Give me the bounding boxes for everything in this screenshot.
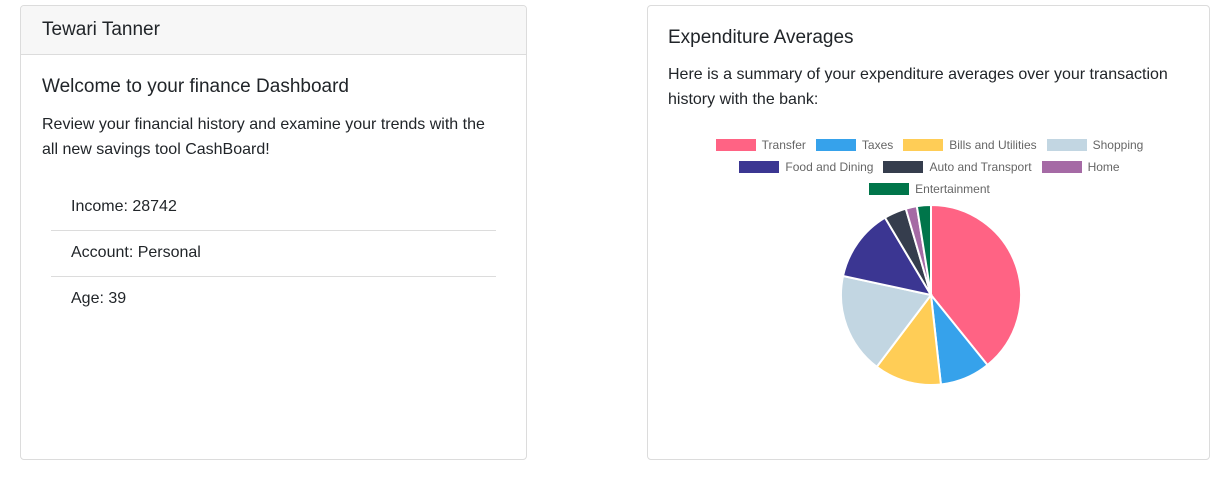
legend-item-transfer[interactable]: Transfer <box>715 138 806 152</box>
pie-slice-transfer[interactable] <box>930 203 1022 367</box>
pie-slice-shopping[interactable] <box>840 274 933 369</box>
legend-item-bills[interactable]: Bills and Utilities <box>903 138 1037 152</box>
pie-slice-bills[interactable] <box>875 292 943 386</box>
legend-swatch-food <box>739 161 780 173</box>
legend-swatch-entertainment <box>869 183 910 195</box>
legend-item-taxes[interactable]: Taxes <box>815 138 894 152</box>
legend-swatch-home <box>1041 161 1082 173</box>
pie-slice-entertainment[interactable] <box>915 203 932 296</box>
account-item: Account: Personal <box>51 231 496 277</box>
chart-legend[interactable]: Transfer Taxes Bills and Utilities Shopp… <box>648 134 1209 200</box>
legend-swatch-bills <box>903 139 944 151</box>
welcome-title: Welcome to your finance Dashboard <box>42 76 349 97</box>
legend-item-entertainment[interactable]: Entertainment <box>869 182 990 196</box>
legend-label-home: Home <box>1087 160 1120 174</box>
legend-swatch-taxes <box>815 139 856 151</box>
legend-label-transfer: Transfer <box>761 138 806 152</box>
expenditure-card-body: Expenditure Averages Here is a summary o… <box>648 6 1209 133</box>
legend-swatch-transfer <box>715 139 756 151</box>
legend-label-bills: Bills and Utilities <box>949 138 1037 152</box>
expenditure-pie-chart[interactable] <box>839 203 1023 387</box>
expenditure-card: Expenditure Averages Here is a summary o… <box>647 5 1210 460</box>
legend-label-shopping: Shopping <box>1092 138 1144 152</box>
expenditure-title: Expenditure Averages <box>668 27 854 48</box>
legend-row-3: Entertainment <box>648 178 1209 200</box>
income-item: Income: 28742 <box>51 185 496 231</box>
profile-card: Tewari Tanner Welcome to your finance Da… <box>20 5 527 460</box>
profile-details-list: Income: 28742 Account: Personal Age: 39 <box>51 185 496 322</box>
legend-swatch-shopping <box>1046 139 1087 151</box>
legend-item-food[interactable]: Food and Dining <box>739 160 873 174</box>
legend-item-home[interactable]: Home <box>1041 160 1120 174</box>
legend-label-auto: Auto and Transport <box>929 160 1032 174</box>
welcome-text: Review your financial history and examin… <box>42 116 485 158</box>
profile-card-body: Welcome to your finance Dashboard Review… <box>21 55 526 343</box>
profile-name: Tewari Tanner <box>21 6 526 55</box>
legend-label-food: Food and Dining <box>785 160 874 174</box>
legend-label-entertainment: Entertainment <box>915 182 990 196</box>
legend-swatch-auto <box>883 161 924 173</box>
legend-row-2: Food and Dining Auto and Transport Home <box>648 156 1209 178</box>
legend-row-1: Transfer Taxes Bills and Utilities Shopp… <box>648 134 1209 156</box>
expenditure-description: Here is a summary of your expenditure av… <box>668 66 1168 108</box>
age-item: Age: 39 <box>71 290 127 307</box>
legend-label-taxes: Taxes <box>861 138 894 152</box>
pie-slice-food[interactable] <box>841 216 934 297</box>
legend-item-shopping[interactable]: Shopping <box>1046 138 1144 152</box>
legend-item-auto[interactable]: Auto and Transport <box>883 160 1032 174</box>
